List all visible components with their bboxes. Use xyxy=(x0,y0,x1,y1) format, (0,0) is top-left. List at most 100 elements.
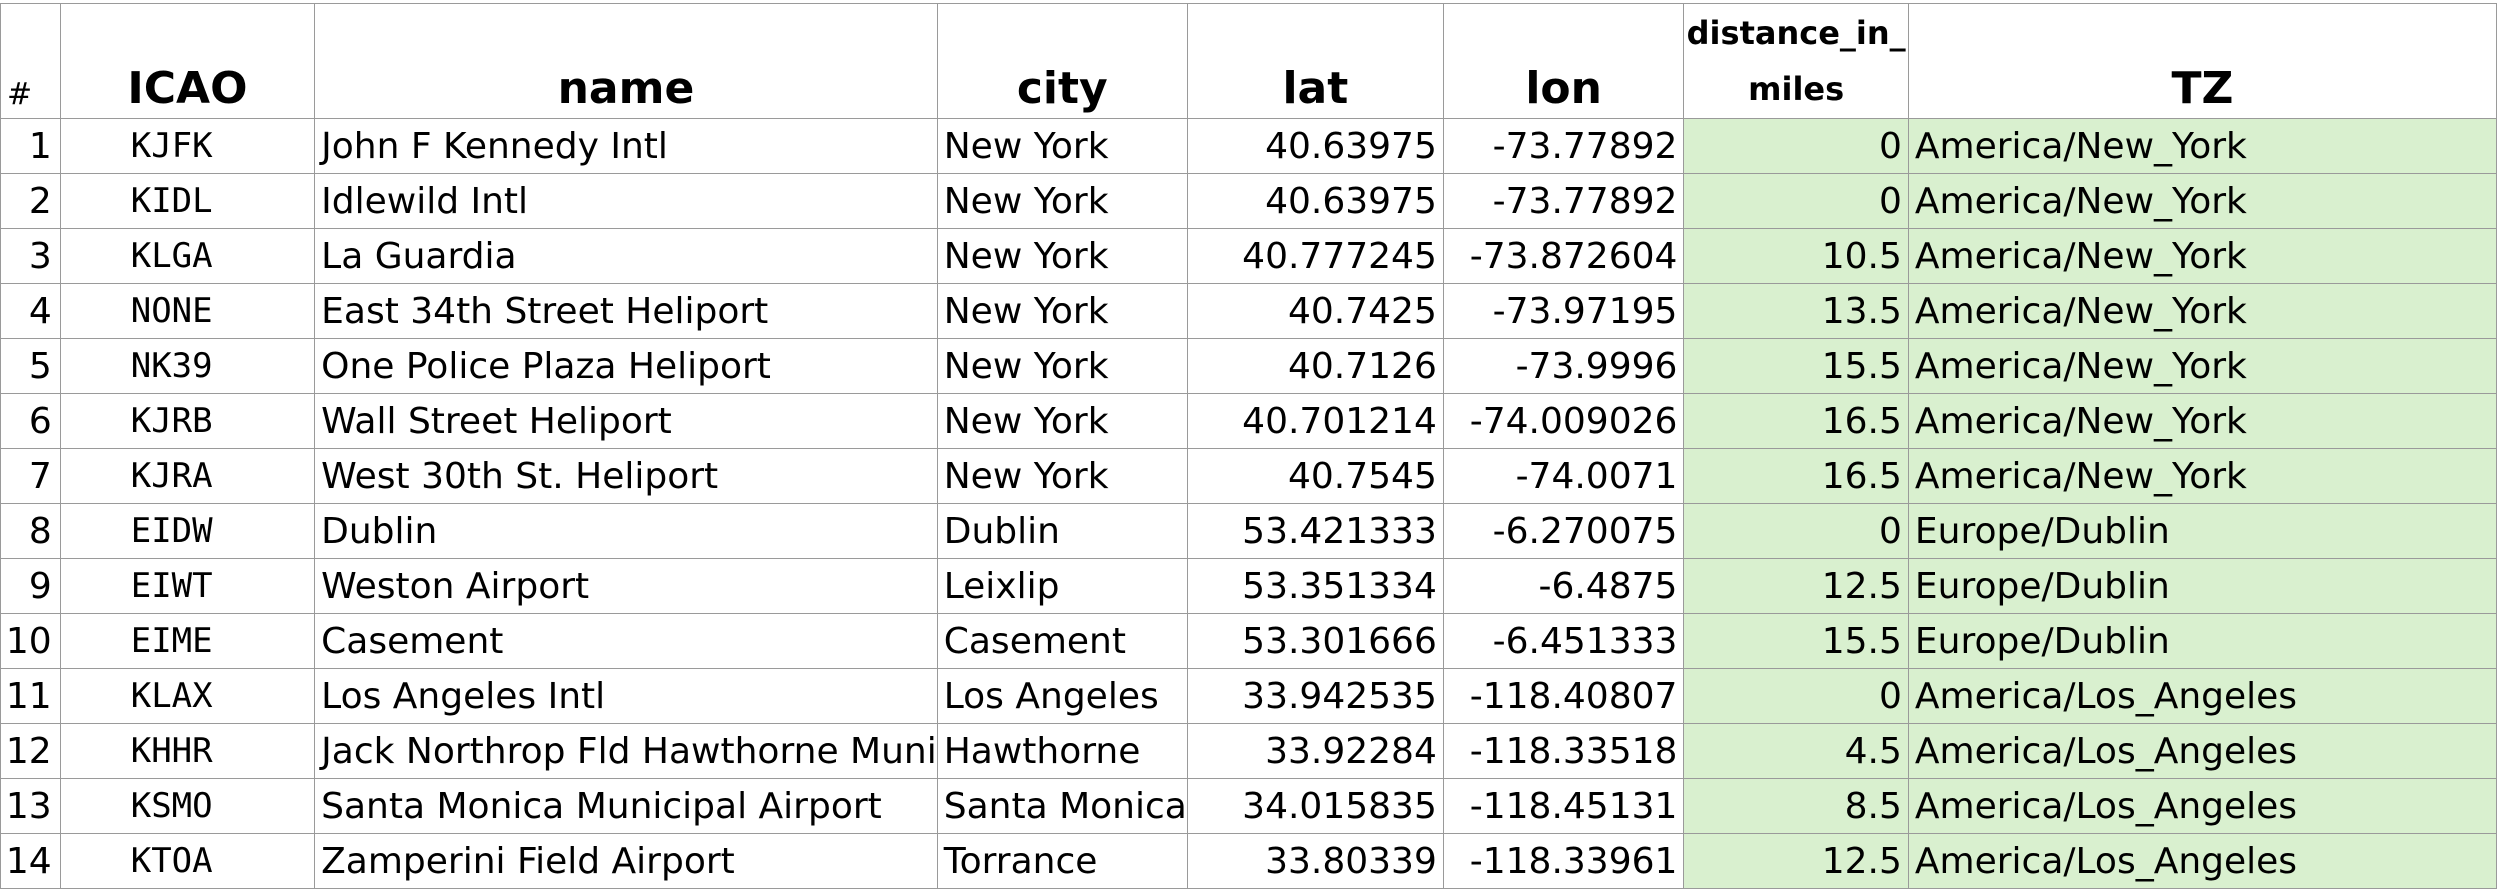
lon-cell[interactable]: -73.872604 xyxy=(1442,228,1685,284)
tz-cell[interactable]: America/New_York xyxy=(1907,228,2497,284)
lon-cell[interactable]: -74.009026 xyxy=(1442,393,1685,449)
tz-cell[interactable]: America/New_York xyxy=(1907,448,2497,504)
name-cell[interactable]: West 30th St. Heliport xyxy=(314,448,938,504)
name-cell[interactable]: Los Angeles Intl xyxy=(314,668,938,724)
distance-cell[interactable]: 4.5 xyxy=(1683,723,1909,779)
city-cell[interactable]: New York xyxy=(936,393,1188,449)
name-cell[interactable]: Jack Northrop Fld Hawthorne Muni xyxy=(314,723,938,779)
distance-cell[interactable]: 13.5 xyxy=(1683,283,1909,339)
distance-cell[interactable]: 15.5 xyxy=(1683,338,1909,394)
distance-cell[interactable]: 0 xyxy=(1683,118,1909,174)
tz-cell[interactable]: America/Los_Angeles xyxy=(1907,833,2497,889)
lon-cell[interactable]: -118.33961 xyxy=(1442,833,1685,889)
city-cell[interactable]: Leixlip xyxy=(936,558,1188,614)
row-number-cell[interactable]: 8 xyxy=(0,503,61,559)
header-city[interactable]: city xyxy=(936,3,1188,119)
distance-cell[interactable]: 16.5 xyxy=(1683,448,1909,504)
city-cell[interactable]: Casement xyxy=(936,613,1188,669)
tz-cell[interactable]: America/New_York xyxy=(1907,393,2497,449)
row-number-cell[interactable]: 14 xyxy=(0,833,61,889)
header-name[interactable]: name xyxy=(314,3,938,119)
lat-cell[interactable]: 40.701214 xyxy=(1186,393,1444,449)
lon-cell[interactable]: -73.97195 xyxy=(1442,283,1685,339)
lon-cell[interactable]: -73.77892 xyxy=(1442,173,1685,229)
city-cell[interactable]: Santa Monica xyxy=(936,778,1188,834)
icao-cell[interactable]: KHHR xyxy=(59,723,316,779)
header-lon[interactable]: lon xyxy=(1442,3,1685,119)
lat-cell[interactable]: 53.421333 xyxy=(1186,503,1444,559)
lat-cell[interactable]: 40.7425 xyxy=(1186,283,1444,339)
lat-cell[interactable]: 40.7545 xyxy=(1186,448,1444,504)
header-distance[interactable]: distance_in_miles xyxy=(1683,3,1909,119)
lat-cell[interactable]: 40.7126 xyxy=(1186,338,1444,394)
distance-cell[interactable]: 12.5 xyxy=(1683,833,1909,889)
city-cell[interactable]: Dublin xyxy=(936,503,1188,559)
distance-cell[interactable]: 0 xyxy=(1683,503,1909,559)
row-number-cell[interactable]: 6 xyxy=(0,393,61,449)
header-tz[interactable]: TZ xyxy=(1907,3,2497,119)
lon-cell[interactable]: -6.451333 xyxy=(1442,613,1685,669)
row-number-cell[interactable]: 7 xyxy=(0,448,61,504)
icao-cell[interactable]: EIWT xyxy=(59,558,316,614)
header-lat[interactable]: lat xyxy=(1186,3,1444,119)
city-cell[interactable]: New York xyxy=(936,448,1188,504)
lat-cell[interactable]: 53.301666 xyxy=(1186,613,1444,669)
distance-cell[interactable]: 0 xyxy=(1683,173,1909,229)
name-cell[interactable]: John F Kennedy Intl xyxy=(314,118,938,174)
distance-cell[interactable]: 15.5 xyxy=(1683,613,1909,669)
icao-cell[interactable]: EIME xyxy=(59,613,316,669)
name-cell[interactable]: La Guardia xyxy=(314,228,938,284)
lon-cell[interactable]: -118.40807 xyxy=(1442,668,1685,724)
name-cell[interactable]: Dublin xyxy=(314,503,938,559)
icao-cell[interactable]: NK39 xyxy=(59,338,316,394)
name-cell[interactable]: One Police Plaza Heliport xyxy=(314,338,938,394)
lat-cell[interactable]: 33.80339 xyxy=(1186,833,1444,889)
tz-cell[interactable]: America/New_York xyxy=(1907,173,2497,229)
tz-cell[interactable]: America/Los_Angeles xyxy=(1907,723,2497,779)
city-cell[interactable]: Los Angeles xyxy=(936,668,1188,724)
lon-cell[interactable]: -118.33518 xyxy=(1442,723,1685,779)
icao-cell[interactable]: KJFK xyxy=(59,118,316,174)
tz-cell[interactable]: America/New_York xyxy=(1907,338,2497,394)
city-cell[interactable]: New York xyxy=(936,283,1188,339)
icao-cell[interactable]: KIDL xyxy=(59,173,316,229)
lon-cell[interactable]: -73.9996 xyxy=(1442,338,1685,394)
city-cell[interactable]: New York xyxy=(936,173,1188,229)
distance-cell[interactable]: 0 xyxy=(1683,668,1909,724)
name-cell[interactable]: Zamperini Field Airport xyxy=(314,833,938,889)
city-cell[interactable]: Torrance xyxy=(936,833,1188,889)
distance-cell[interactable]: 10.5 xyxy=(1683,228,1909,284)
city-cell[interactable]: New York xyxy=(936,228,1188,284)
lon-cell[interactable]: -6.270075 xyxy=(1442,503,1685,559)
name-cell[interactable]: East 34th Street Heliport xyxy=(314,283,938,339)
row-number-cell[interactable]: 5 xyxy=(0,338,61,394)
icao-cell[interactable]: KSMO xyxy=(59,778,316,834)
row-number-cell[interactable]: 1 xyxy=(0,118,61,174)
row-number-cell[interactable]: 9 xyxy=(0,558,61,614)
row-number-cell[interactable]: 4 xyxy=(0,283,61,339)
name-cell[interactable]: Wall Street Heliport xyxy=(314,393,938,449)
tz-cell[interactable]: America/Los_Angeles xyxy=(1907,668,2497,724)
tz-cell[interactable]: Europe/Dublin xyxy=(1907,613,2497,669)
lon-cell[interactable]: -118.45131 xyxy=(1442,778,1685,834)
tz-cell[interactable]: Europe/Dublin xyxy=(1907,558,2497,614)
icao-cell[interactable]: KJRB xyxy=(59,393,316,449)
distance-cell[interactable]: 16.5 xyxy=(1683,393,1909,449)
city-cell[interactable]: Hawthorne xyxy=(936,723,1188,779)
city-cell[interactable]: New York xyxy=(936,118,1188,174)
icao-cell[interactable]: NONE xyxy=(59,283,316,339)
lat-cell[interactable]: 33.942535 xyxy=(1186,668,1444,724)
row-number-cell[interactable]: 3 xyxy=(0,228,61,284)
header-rownum[interactable]: # xyxy=(0,3,61,119)
row-number-cell[interactable]: 13 xyxy=(0,778,61,834)
row-number-cell[interactable]: 11 xyxy=(0,668,61,724)
distance-cell[interactable]: 12.5 xyxy=(1683,558,1909,614)
lat-cell[interactable]: 40.63975 xyxy=(1186,118,1444,174)
row-number-cell[interactable]: 12 xyxy=(0,723,61,779)
tz-cell[interactable]: America/Los_Angeles xyxy=(1907,778,2497,834)
lat-cell[interactable]: 40.63975 xyxy=(1186,173,1444,229)
tz-cell[interactable]: America/New_York xyxy=(1907,283,2497,339)
icao-cell[interactable]: KLAX xyxy=(59,668,316,724)
lon-cell[interactable]: -74.0071 xyxy=(1442,448,1685,504)
row-number-cell[interactable]: 10 xyxy=(0,613,61,669)
